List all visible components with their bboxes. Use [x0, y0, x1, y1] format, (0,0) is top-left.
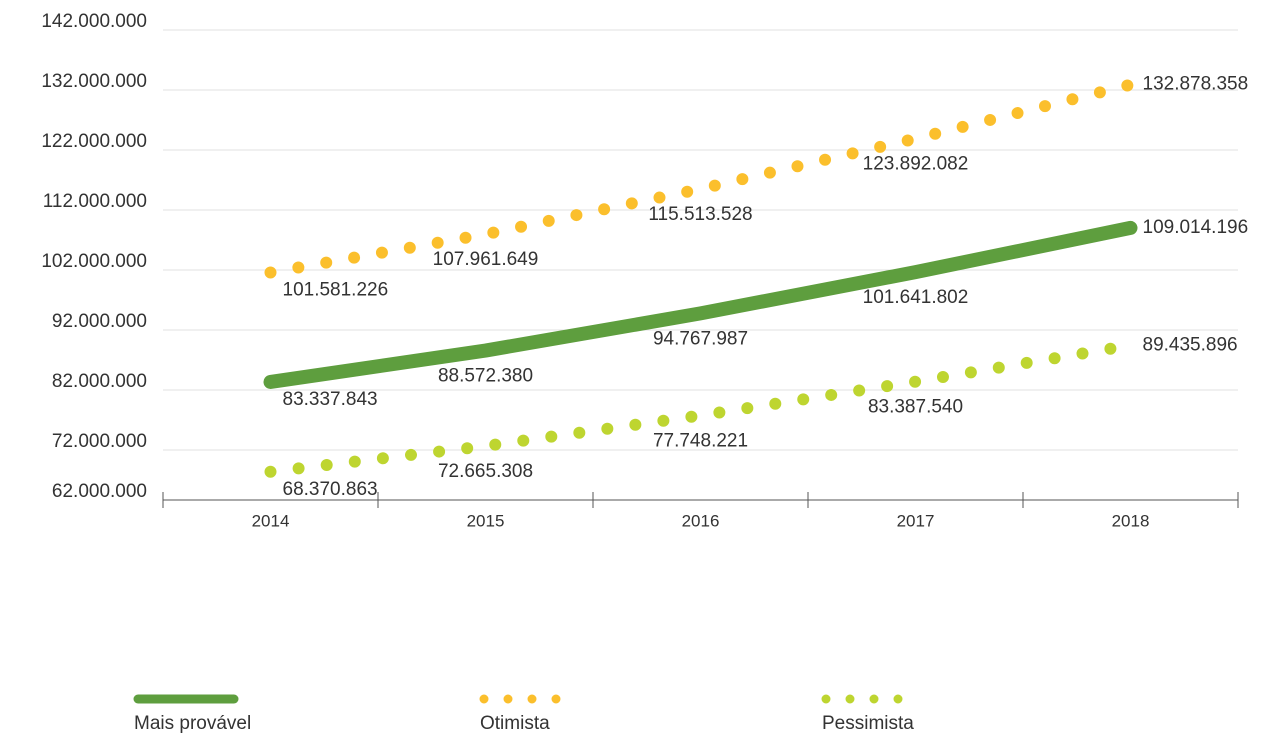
y-tick-label: 82.000.000	[52, 371, 147, 392]
y-tick-label: 142.000.000	[41, 11, 147, 32]
data-label: 72.665.308	[438, 461, 533, 482]
y-tick-label: 72.000.000	[52, 431, 147, 452]
data-label: 123.892.082	[863, 154, 969, 175]
y-tick-label: 102.000.000	[41, 251, 147, 272]
series-line	[264, 339, 1137, 478]
x-tick-label: 2015	[467, 511, 505, 530]
legend-label: Otimista	[480, 713, 550, 734]
series-line	[264, 78, 1137, 279]
data-label: 68.370.863	[283, 479, 378, 500]
data-label: 77.748.221	[653, 431, 748, 452]
y-tick-label: 122.000.000	[41, 131, 147, 152]
data-label: 88.572.380	[438, 366, 533, 387]
data-label: 83.387.540	[868, 397, 963, 418]
y-tick-label: 92.000.000	[52, 311, 147, 332]
data-label: 83.337.843	[283, 389, 378, 410]
data-label: 132.878.358	[1143, 74, 1249, 95]
legend-label: Pessimista	[822, 713, 914, 734]
x-tick-label: 2014	[252, 511, 290, 530]
data-label: 101.641.802	[863, 287, 969, 308]
y-tick-label: 62.000.000	[52, 481, 147, 502]
x-tick-label: 2018	[1112, 511, 1150, 530]
data-label: 107.961.649	[433, 249, 539, 270]
x-tick-label: 2017	[897, 511, 935, 530]
data-label: 109.014.196	[1143, 217, 1249, 238]
data-label: 89.435.896	[1143, 334, 1238, 355]
x-tick-label: 2016	[682, 511, 720, 530]
data-label: 94.767.987	[653, 328, 748, 349]
y-tick-label: 132.000.000	[41, 71, 147, 92]
data-label: 115.513.528	[648, 204, 752, 225]
series-line	[263, 220, 1138, 389]
y-tick-label: 112.000.000	[43, 191, 147, 212]
legend-label: Mais provável	[134, 713, 251, 734]
data-label: 101.581.226	[283, 280, 389, 301]
